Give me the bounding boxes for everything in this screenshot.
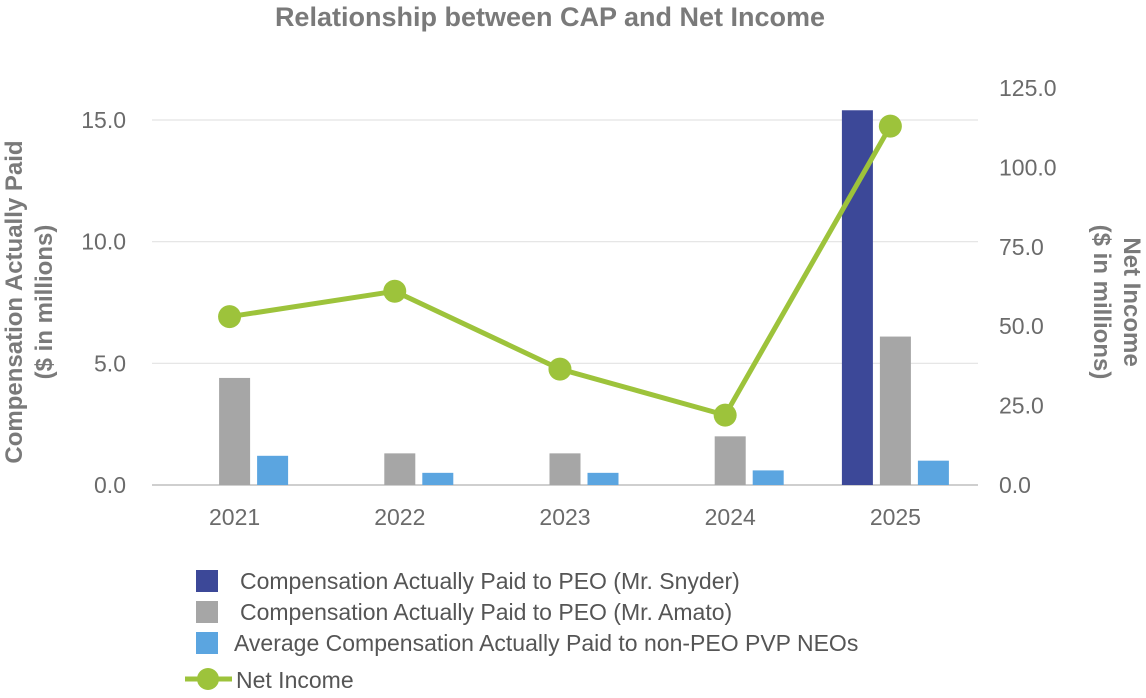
right-tick-label-5: 125.0 xyxy=(999,75,1057,101)
right-tick-label-4: 100.0 xyxy=(999,154,1057,180)
right-axis-ticks: 0.0 25.0 50.0 75.0 100.0 125.0 xyxy=(999,75,1057,498)
right-tick-label-2: 50.0 xyxy=(999,313,1044,339)
bar-1-2021 xyxy=(219,377,251,485)
right-tick-label-3: 75.0 xyxy=(999,234,1044,260)
legend: Compensation Actually Paid to PEO (Mr. S… xyxy=(185,568,858,693)
x-tick-label-2024: 2024 xyxy=(705,504,756,530)
legend-label-non-peo: Average Compensation Actually Paid to no… xyxy=(234,630,858,656)
x-tick-label-2022: 2022 xyxy=(374,504,425,530)
chart-title: Relationship between CAP and Net Income xyxy=(275,2,825,32)
bar-0-2025 xyxy=(841,110,873,486)
bar-2-2024 xyxy=(752,470,784,485)
bar-1-2023 xyxy=(549,453,581,485)
left-tick-label-0: 0.0 xyxy=(94,472,126,498)
left-axis-title-line1: Compensation Actually Paid xyxy=(1,140,28,463)
legend-swatch-amato xyxy=(196,601,218,623)
bar-1-2025 xyxy=(879,336,911,485)
x-tick-label-2023: 2023 xyxy=(539,504,590,530)
left-axis-title-line2: ($ in millions) xyxy=(31,225,58,380)
x-tick-label-2021: 2021 xyxy=(209,504,260,530)
bar-2-2022 xyxy=(422,472,454,485)
left-tick-label-1: 5.0 xyxy=(94,350,126,376)
x-tick-label-2025: 2025 xyxy=(870,504,921,530)
right-tick-label-1: 25.0 xyxy=(999,393,1044,419)
x-axis-ticks: 2021 2022 2023 2024 2025 xyxy=(209,504,921,530)
net-income-point-2021 xyxy=(218,305,242,329)
net-income-point-2023 xyxy=(548,357,572,381)
bar-1-2022 xyxy=(384,453,416,485)
legend-label-snyder: Compensation Actually Paid to PEO (Mr. S… xyxy=(240,568,740,594)
right-axis-title-line1: Net Income xyxy=(1118,237,1145,366)
legend-swatch-non-peo xyxy=(196,632,218,654)
net-income-point-2024 xyxy=(713,403,737,427)
legend-marker-net-income xyxy=(197,668,219,690)
legend-swatch-snyder xyxy=(196,570,218,592)
legend-label-net-income: Net Income xyxy=(236,667,354,693)
bar-marks xyxy=(219,110,949,486)
legend-label-amato: Compensation Actually Paid to PEO (Mr. A… xyxy=(240,599,732,625)
bar-1-2024 xyxy=(714,436,746,485)
net-income-point-2022 xyxy=(383,279,407,303)
right-tick-label-0: 0.0 xyxy=(999,472,1031,498)
right-axis-title-line2: ($ in millions) xyxy=(1088,225,1115,380)
bar-2-2025 xyxy=(917,460,949,485)
left-tick-label-3: 15.0 xyxy=(81,107,126,133)
bar-2-2021 xyxy=(257,455,289,485)
bar-2-2023 xyxy=(587,472,619,485)
left-axis-ticks: 0.0 5.0 10.0 15.0 xyxy=(81,107,126,498)
net-income-point-2025 xyxy=(878,114,902,138)
net-income-line xyxy=(218,114,902,427)
left-tick-label-2: 10.0 xyxy=(81,229,126,255)
